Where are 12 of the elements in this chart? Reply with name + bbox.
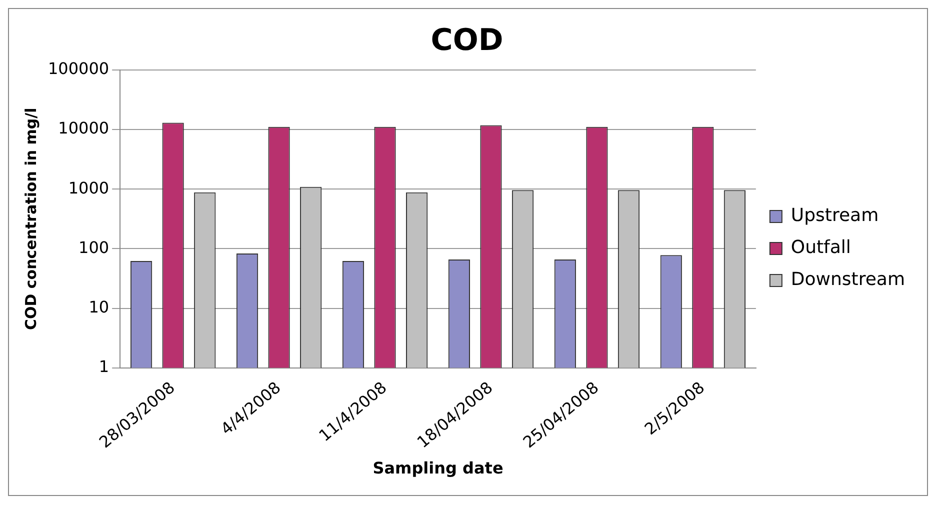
chart-title: COD bbox=[430, 22, 504, 58]
legend-label: Upstream bbox=[790, 205, 879, 226]
y-tick-label: 100 bbox=[78, 238, 110, 257]
legend-label: Downstream bbox=[790, 269, 906, 290]
y-tick-label: 10000 bbox=[58, 118, 110, 138]
legend-label: Outfall bbox=[790, 237, 851, 258]
y-axis-title: COD concentration in mg/l bbox=[22, 108, 40, 330]
x-axis-title: Sampling date bbox=[372, 458, 504, 478]
y-tick-label: 1 bbox=[98, 356, 110, 376]
y-tick-label: 10 bbox=[88, 297, 110, 316]
y-tick-label: 1000 bbox=[68, 178, 110, 198]
y-tick-label: 100000 bbox=[48, 59, 110, 78]
